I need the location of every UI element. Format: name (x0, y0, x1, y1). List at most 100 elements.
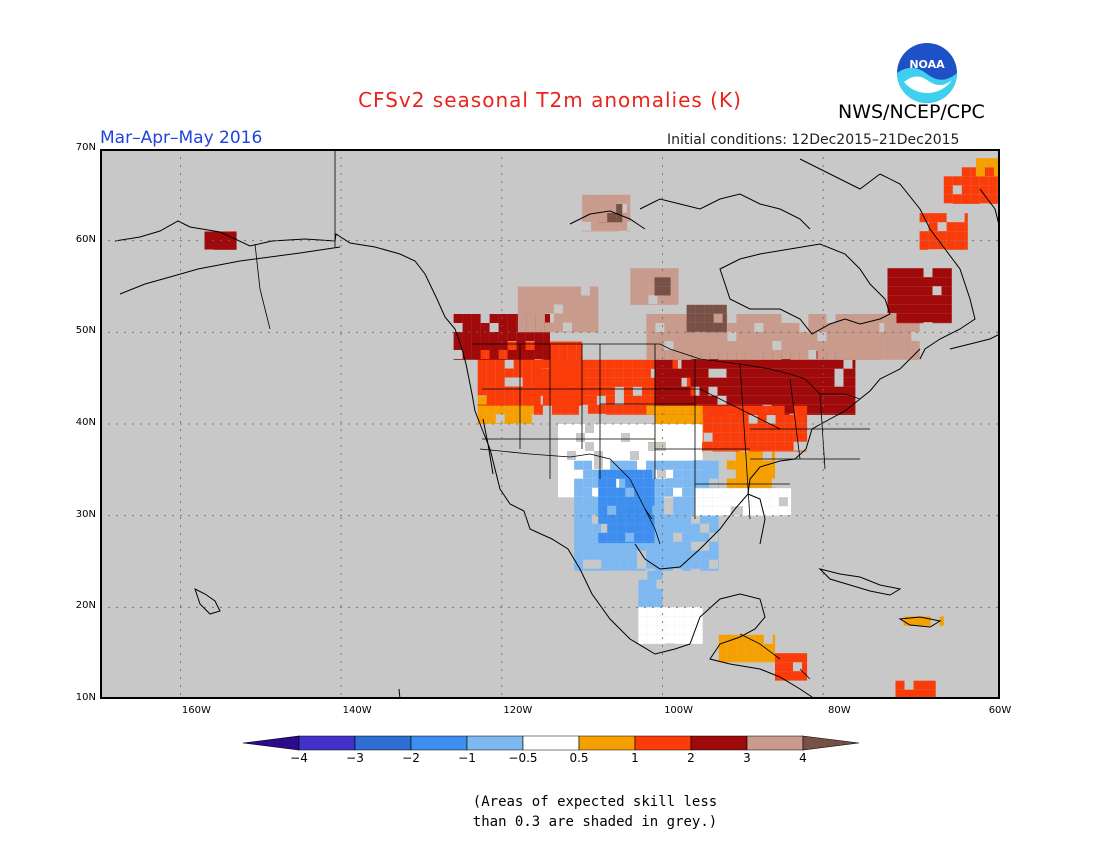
anomaly-cell (775, 414, 785, 424)
anomaly-cell (735, 386, 745, 396)
anomaly-cell (681, 368, 691, 378)
anomaly-cell (522, 414, 532, 424)
anomaly-cell (722, 313, 727, 323)
anomaly-cell (914, 322, 924, 324)
anomaly-cell (970, 176, 980, 186)
colorbar-swatch (298, 735, 356, 751)
anomaly-cell (522, 341, 532, 351)
anomaly-cell (952, 203, 962, 204)
anomaly-cell (591, 203, 601, 213)
anomaly-cell (489, 332, 499, 341)
anomaly-cell (600, 221, 610, 231)
anomaly-cell (222, 240, 232, 250)
anomaly-cell (647, 597, 657, 607)
anomaly-cell (477, 404, 487, 406)
anomaly-cell (673, 469, 683, 479)
anomaly-cell (757, 432, 767, 442)
anomaly-cell (646, 541, 656, 551)
anomaly-cell (655, 541, 665, 551)
anomaly-cell (665, 634, 675, 644)
anomaly-cell (600, 203, 610, 213)
anomaly-cell (655, 568, 665, 571)
anomaly-cell (666, 304, 676, 305)
anomaly-cell (652, 478, 655, 488)
anomaly-cell (798, 386, 808, 396)
lat-label: 20N (75, 600, 96, 612)
anomaly-cell (701, 616, 703, 626)
anomaly-cell (769, 515, 779, 516)
anomaly-cell (825, 368, 835, 378)
anomaly-cell (781, 350, 791, 359)
anomaly-cell (772, 332, 782, 341)
anomaly-cell (762, 478, 772, 488)
anomaly-cell (826, 350, 836, 359)
anomaly-cell (562, 331, 572, 333)
agency-label: NWS/NCEP/CPC (838, 101, 985, 123)
anomaly-cell (964, 249, 968, 250)
anomaly-cell (744, 359, 754, 369)
anomaly-cell (701, 625, 703, 635)
anomaly-region (582, 194, 631, 232)
anomaly-cell (571, 295, 581, 305)
anomaly-cell (592, 523, 602, 533)
anomaly-cell (558, 487, 567, 496)
anomaly-cell (612, 424, 621, 433)
anomaly-cell (775, 653, 784, 663)
anomaly-cell (754, 350, 764, 359)
anomaly-cell (866, 359, 876, 360)
anomaly-cell (558, 460, 567, 469)
anomaly-cell (598, 532, 608, 542)
anomaly-cell (574, 559, 584, 569)
anomaly-cell (762, 487, 772, 489)
anomaly-cell (534, 341, 544, 350)
lon-label: 140W (342, 705, 372, 716)
anomaly-cell (979, 194, 989, 204)
anomaly-cell (941, 295, 951, 305)
anomaly-cell (718, 478, 719, 488)
anomaly-cell (646, 341, 656, 350)
anomaly-cell (751, 497, 761, 507)
anomaly-cell (807, 359, 817, 369)
anomaly-cell (834, 359, 844, 369)
anomaly-cell (587, 377, 597, 387)
anomaly-cell (477, 423, 487, 424)
anomaly-cell (709, 568, 719, 571)
anomaly-cell (955, 249, 965, 250)
anomaly-cell (643, 523, 653, 533)
anomaly-cell (857, 323, 867, 332)
anomaly-cell (628, 559, 638, 569)
anomaly-cell (970, 185, 980, 195)
anomaly-cell (739, 405, 749, 415)
anomaly-cell (643, 514, 653, 524)
anomaly-cell (802, 680, 808, 681)
anomaly-cell (766, 441, 776, 451)
anomaly-cell (589, 286, 599, 296)
anomaly-cell (663, 368, 673, 378)
anomaly-cell (762, 469, 772, 479)
anomaly-cell (839, 314, 849, 323)
anomaly-cell (961, 176, 971, 186)
anomaly-cell (762, 377, 772, 387)
anomaly-cell (931, 689, 936, 699)
anomaly-cell (643, 487, 653, 497)
anomaly-cell (673, 505, 683, 515)
anomaly-cell (816, 368, 826, 378)
anomaly-cell (616, 505, 626, 515)
anomaly-cell (601, 568, 611, 571)
anomaly-cell (507, 350, 517, 359)
anomaly-cell (639, 277, 649, 287)
anomaly-cell (664, 550, 674, 560)
anomaly-cell (621, 442, 630, 451)
anomaly-cell (587, 368, 597, 378)
anomaly-cell (682, 559, 692, 569)
anomaly-cell (817, 350, 827, 359)
anomaly-cell (701, 634, 703, 644)
anomaly-cell (952, 176, 962, 186)
anomaly-cell (657, 304, 667, 305)
anomaly-cell (592, 541, 602, 551)
anomaly-cell (754, 314, 764, 323)
anomaly-cell (585, 451, 594, 460)
colorbar-tick-label: 0.5 (569, 751, 589, 765)
anomaly-cell (522, 395, 532, 405)
anomaly-cell (664, 568, 674, 571)
